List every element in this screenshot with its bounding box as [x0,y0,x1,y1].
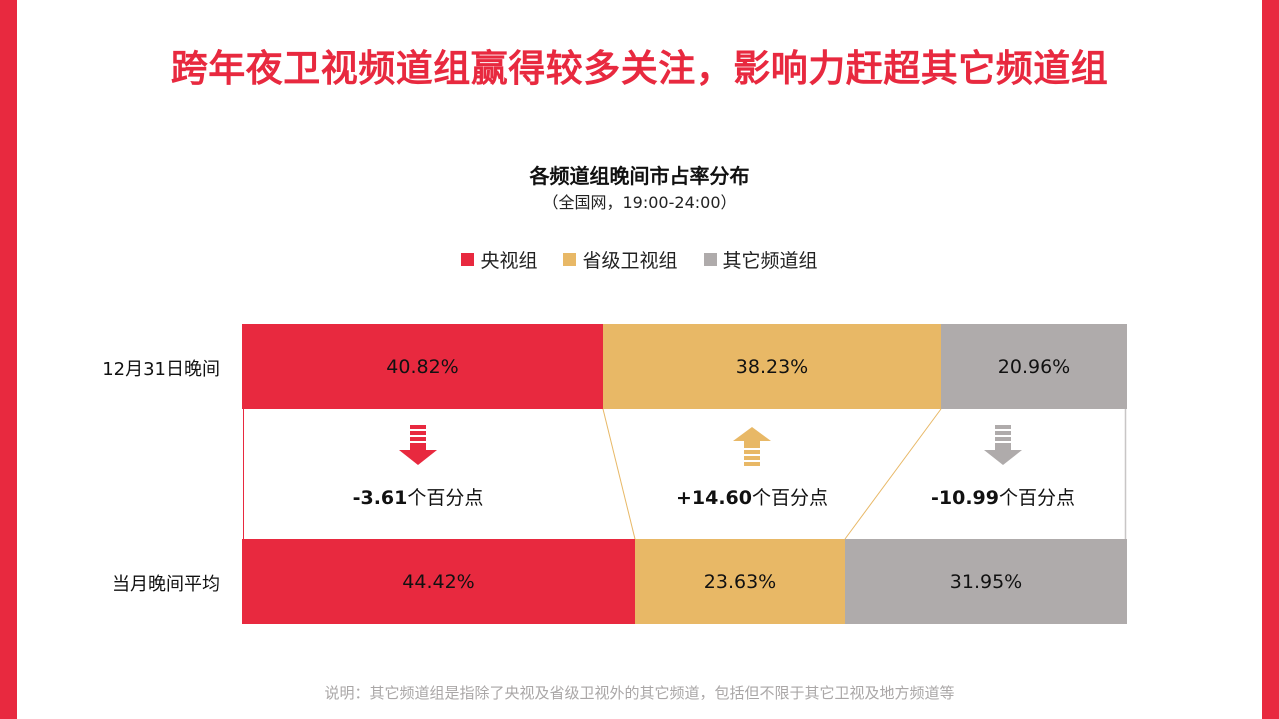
delta-provincial: +14.60个百分点 [642,425,862,510]
chart-legend: 央视组 省级卫视组 其它频道组 [0,246,1279,273]
bar-segment-cctv: 40.82% [242,324,603,409]
footnote: 说明：其它频道组是指除了央视及省级卫视外的其它频道，包括但不限于其它卫视及地方频… [324,684,955,702]
legend-swatch-cctv [461,253,475,266]
bar-segment-provincial: 38.23% [603,324,941,409]
chart-title: 各频道组晚间市占率分布 [529,164,750,188]
chart-subtitle: （全国网，19:00-24:00） [542,193,737,212]
legend-label: 省级卫视组 [582,250,678,272]
delta-other: -10.99个百分点 [893,425,1113,510]
page-title: 跨年夜卫视频道组赢得较多关注，影响力赶超其它频道组 [170,47,1109,90]
row-label-monthly-avg: 当月晚间平均 [112,574,220,595]
row-label-dec31: 12月31日晚间 [102,359,220,380]
left-accent-bar [0,0,17,719]
bar-segment-cctv: 44.42% [242,539,635,624]
legend-label: 其它频道组 [722,250,818,272]
bar-segment-other: 20.96% [941,324,1127,409]
delta-text-provincial: +14.60个百分点 [675,487,829,509]
right-accent-bar [1262,0,1279,719]
delta-text-other: -10.99个百分点 [931,487,1075,509]
legend-item-cctv: 央视组 [461,246,537,273]
bar-monthly-avg: 44.42% 23.63% 31.95% [242,539,1127,624]
arrow-up-icon [733,427,771,466]
bar-dec31: 40.82% 38.23% 20.96% [242,324,1127,409]
legend-swatch-provincial [563,253,577,266]
bar-segment-provincial: 23.63% [635,539,845,624]
legend-swatch-other [703,253,717,266]
arrow-down-icon [399,425,437,465]
delta-text-cctv: -3.61个百分点 [352,487,484,509]
legend-item-other: 其它频道组 [703,246,818,273]
arrow-down-icon [984,425,1022,465]
legend-item-provincial: 省级卫视组 [563,246,678,273]
legend-label: 央视组 [480,250,538,272]
bar-segment-other: 31.95% [845,539,1127,624]
delta-cctv: -3.61个百分点 [308,425,528,510]
